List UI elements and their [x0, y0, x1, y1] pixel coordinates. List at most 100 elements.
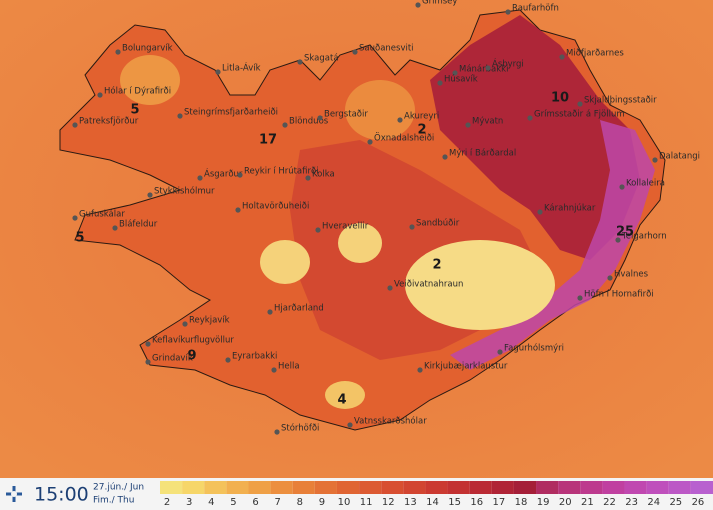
place-dot: [317, 115, 323, 121]
place-dot: [347, 422, 353, 428]
place-dot: [237, 172, 243, 178]
legend-swatch: [580, 481, 603, 494]
place-dot: [367, 139, 373, 145]
legend-swatch: [668, 481, 691, 494]
place-dot: [505, 9, 511, 15]
legend-swatch: [182, 481, 205, 494]
place-dot: [145, 341, 151, 347]
legend-swatch: [336, 481, 360, 494]
place-label: Mánárbakki: [459, 65, 508, 75]
legend-swatch: [403, 481, 426, 494]
place-label: Mýri í Bárðardal: [449, 149, 516, 159]
legend-label: 10: [338, 497, 351, 508]
place-dot: [97, 92, 103, 98]
place-dot: [235, 207, 241, 213]
glacier: [325, 381, 365, 409]
map-value: 5: [75, 231, 84, 246]
place-dot: [267, 309, 273, 315]
glacier: [405, 240, 555, 330]
place-label: Höfn í Hornafirði: [584, 290, 654, 300]
place-label: Eyrarbakki: [232, 352, 277, 362]
place-label: Stórhöfði: [281, 423, 319, 434]
place-dot: [437, 80, 443, 86]
map-values: 5 5 2 10 17 2 25 9 4: [75, 91, 634, 408]
place-dot: [282, 122, 288, 128]
legend-label: 16: [470, 497, 483, 508]
legend-label: 18: [515, 497, 528, 508]
place-dot: [577, 295, 583, 301]
time: 15:00: [34, 484, 89, 506]
place-label: Ásbyrgi: [492, 58, 524, 70]
place-label: Holtavörðuheiði: [242, 202, 309, 212]
legend-swatch: [314, 481, 337, 494]
play-icon[interactable]: [6, 486, 22, 502]
legend-swatch: [160, 481, 183, 494]
place-label: Keflavíkurflugvöllur: [152, 336, 234, 346]
place-label: Öxnadalsheiði: [374, 133, 434, 144]
place-label: Skagatá: [304, 54, 339, 64]
legend-swatch: [226, 481, 249, 494]
place-dot: [559, 54, 565, 60]
legend-swatch: [425, 481, 448, 494]
legend-label: 13: [404, 497, 417, 508]
map-value: 25: [616, 225, 634, 240]
place-label: Hjarðarland: [274, 304, 324, 314]
place-label: Sandbúðir: [416, 219, 460, 229]
legend-label: 20: [559, 497, 572, 508]
place-dot: [182, 321, 188, 327]
place-dot: [315, 227, 321, 233]
place-label: Hella: [278, 362, 300, 372]
place-label: Raufarhöfn: [512, 4, 559, 14]
place-label: Hveravellir: [322, 222, 369, 232]
legend: 2 3 4 5 6 7 8 9 10 11 12 13 14 15 16 17 18 19 20 21 22 23 24 25…: [160, 481, 713, 508]
date: 27.jún./ Jun: [93, 483, 144, 493]
legend-label: 21: [581, 497, 594, 508]
place-label: Grímsey: [422, 0, 457, 7]
legend-label: 8: [297, 497, 303, 508]
map-value: 5: [130, 103, 139, 118]
glacier: [338, 223, 382, 263]
place-label: Litla-Ávík: [222, 62, 261, 74]
place-dot: [225, 357, 231, 363]
legend-label: 9: [319, 497, 325, 508]
legend-label: 7: [274, 497, 280, 508]
place-dot: [274, 429, 280, 435]
place-label: Bergstaðir: [324, 110, 368, 120]
map-value: 9: [187, 349, 196, 364]
legend-swatch: [270, 481, 293, 494]
place-dot: [527, 115, 533, 121]
weekday: Fim./ Thu: [93, 496, 134, 506]
legend-swatch: [359, 481, 382, 494]
warm-region: [430, 15, 640, 260]
glacier: [260, 240, 310, 284]
legend-swatch: [624, 481, 647, 494]
place-dot: [297, 59, 303, 65]
place-dot: [147, 192, 153, 198]
place-dot: [465, 122, 471, 128]
place-dot: [577, 101, 583, 107]
place-dot: [397, 117, 403, 123]
legend-label: 19: [537, 497, 550, 508]
legend-label: 4: [208, 497, 214, 508]
place-dot: [615, 237, 621, 243]
legend-label: 25: [669, 497, 682, 508]
legend-label: 17: [492, 497, 505, 508]
hot-region: [450, 120, 655, 370]
place-label: Vatnsskarðshólar: [354, 416, 427, 427]
legend-label: 22: [603, 497, 616, 508]
legend-label: 15: [448, 497, 461, 508]
legend-swatch: [248, 481, 271, 494]
legend-label: 23: [625, 497, 638, 508]
legend-swatch: [558, 481, 581, 494]
legend-label: 6: [252, 497, 258, 508]
place-label: Teigarhorn: [621, 232, 667, 242]
legend-swatch: [513, 481, 537, 494]
place-label: Reykir í Hrútafirði: [244, 167, 319, 177]
cool-area: [120, 55, 180, 105]
legend-swatch: [491, 481, 514, 494]
place-label: Kárahnjúkar: [544, 204, 596, 214]
place-dot: [145, 359, 151, 365]
place-dot: [387, 285, 393, 291]
place-label: Akureyri: [404, 112, 439, 122]
legend-label: 5: [230, 497, 236, 508]
